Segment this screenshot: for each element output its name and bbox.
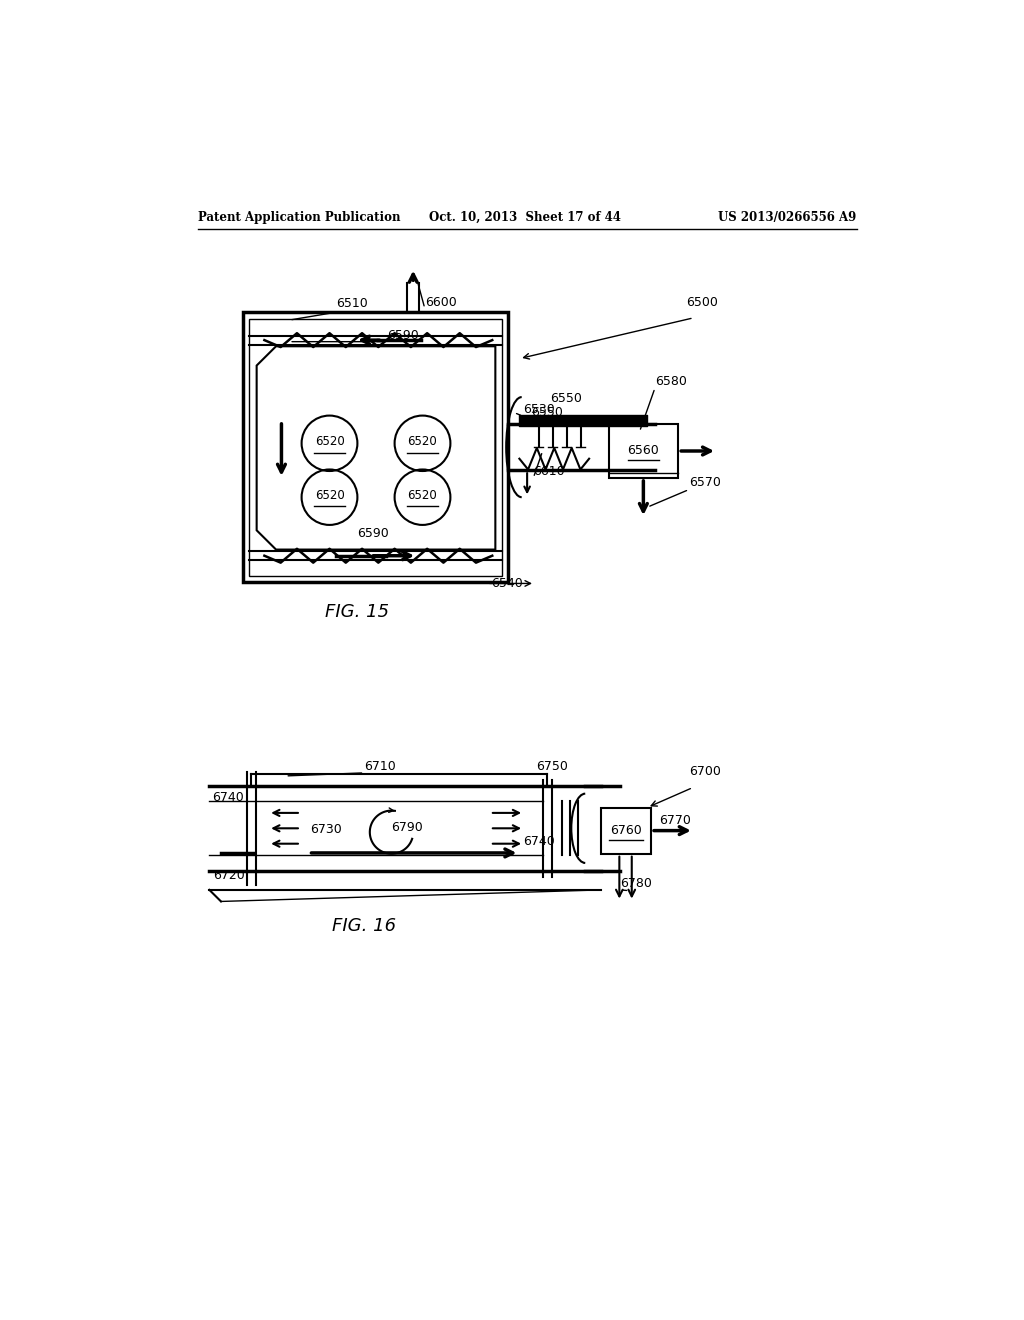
Text: US 2013/0266556 A9: US 2013/0266556 A9 bbox=[718, 211, 856, 224]
Text: 6770: 6770 bbox=[658, 813, 691, 826]
Text: 6730: 6730 bbox=[310, 822, 342, 836]
Text: Oct. 10, 2013  Sheet 17 of 44: Oct. 10, 2013 Sheet 17 of 44 bbox=[429, 211, 621, 224]
Text: 6520: 6520 bbox=[314, 490, 344, 502]
Text: FIG. 15: FIG. 15 bbox=[325, 603, 389, 622]
Text: 6720: 6720 bbox=[213, 869, 245, 882]
Text: 6580: 6580 bbox=[655, 375, 687, 388]
Text: 6500: 6500 bbox=[686, 296, 718, 309]
Text: Patent Application Publication: Patent Application Publication bbox=[198, 211, 400, 224]
Text: 6530: 6530 bbox=[523, 404, 555, 416]
Text: 6710: 6710 bbox=[365, 760, 396, 774]
Text: 6550: 6550 bbox=[550, 392, 583, 405]
Text: 6510: 6510 bbox=[336, 297, 368, 310]
Text: 6520: 6520 bbox=[314, 436, 344, 449]
Text: 6790: 6790 bbox=[391, 821, 423, 834]
Text: 6540: 6540 bbox=[490, 577, 522, 590]
Text: 6740: 6740 bbox=[523, 834, 555, 847]
Text: 6560: 6560 bbox=[628, 445, 659, 458]
Text: 6780: 6780 bbox=[621, 876, 652, 890]
Text: FIG. 16: FIG. 16 bbox=[333, 917, 396, 935]
Text: 6550: 6550 bbox=[531, 405, 563, 418]
Text: 6520: 6520 bbox=[408, 436, 437, 449]
Text: 6700: 6700 bbox=[689, 766, 721, 779]
Text: 6740: 6740 bbox=[212, 791, 244, 804]
Text: 6520: 6520 bbox=[408, 490, 437, 502]
Text: 6750: 6750 bbox=[537, 760, 568, 774]
Text: 6590: 6590 bbox=[356, 527, 388, 540]
Text: 6590: 6590 bbox=[388, 329, 420, 342]
Text: 6610: 6610 bbox=[534, 465, 565, 478]
Text: 6570: 6570 bbox=[689, 477, 721, 490]
Text: 6760: 6760 bbox=[609, 824, 641, 837]
Text: 6600: 6600 bbox=[425, 296, 457, 309]
